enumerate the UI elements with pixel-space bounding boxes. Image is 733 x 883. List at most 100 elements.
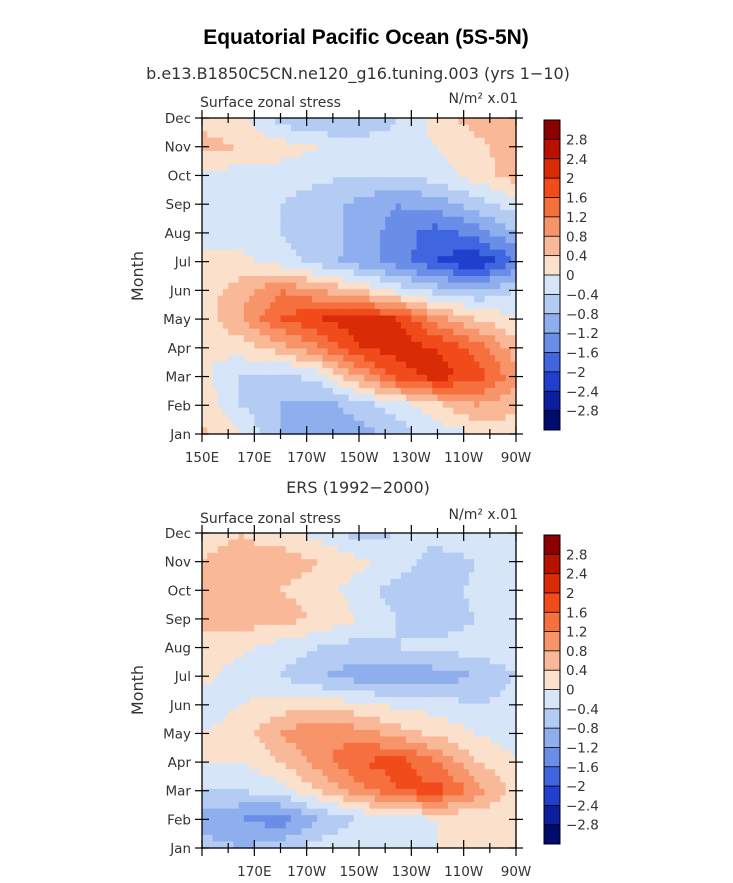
heatmap-cell bbox=[233, 164, 240, 172]
heatmap-cell bbox=[364, 177, 371, 185]
heatmap-cell bbox=[421, 131, 428, 139]
heatmap-cell bbox=[348, 631, 355, 639]
heatmap-cell bbox=[495, 631, 501, 639]
heatmap-cell bbox=[369, 539, 376, 547]
heatmap-cell bbox=[233, 598, 240, 606]
heatmap-cell bbox=[254, 131, 261, 139]
heatmap-cell bbox=[254, 749, 261, 757]
heatmap-cell bbox=[306, 407, 313, 415]
heatmap-cell bbox=[317, 216, 323, 224]
heatmap-cell bbox=[374, 348, 381, 356]
heatmap-cell bbox=[259, 381, 266, 389]
heatmap-cell bbox=[359, 361, 365, 369]
heatmap-cell bbox=[416, 605, 423, 613]
heatmap-cell bbox=[437, 683, 444, 692]
heatmap-cell bbox=[505, 743, 512, 751]
heatmap-cell bbox=[280, 335, 287, 343]
heatmap-cell bbox=[249, 308, 255, 317]
heatmap-cell bbox=[421, 624, 428, 633]
heatmap-cell bbox=[280, 164, 287, 172]
heatmap-cell bbox=[359, 624, 365, 633]
heatmap-cell bbox=[359, 657, 365, 665]
heatmap-cell bbox=[500, 144, 507, 152]
heatmap-cell bbox=[217, 381, 224, 389]
heatmap-cell bbox=[338, 341, 344, 350]
heatmap-cell bbox=[212, 539, 219, 547]
heatmap-cell bbox=[275, 407, 282, 415]
heatmap-cell bbox=[270, 743, 276, 751]
heatmap-cell bbox=[400, 572, 407, 580]
heatmap-cell bbox=[374, 578, 381, 587]
heatmap-cell bbox=[332, 328, 339, 336]
heatmap-cell bbox=[489, 736, 496, 744]
heatmap-cell bbox=[463, 644, 470, 652]
heatmap-cell bbox=[243, 605, 250, 613]
heatmap-cell bbox=[447, 565, 454, 573]
heatmap-cell bbox=[332, 552, 339, 560]
heatmap-cell bbox=[353, 335, 360, 343]
heatmap-cell bbox=[233, 269, 240, 277]
heatmap-cell bbox=[442, 427, 449, 435]
heatmap-cell bbox=[275, 203, 282, 211]
heatmap-cell bbox=[348, 249, 355, 257]
heatmap-cell bbox=[290, 638, 297, 646]
heatmap-cell bbox=[406, 749, 412, 757]
heatmap-cell bbox=[212, 611, 219, 619]
heatmap-cell bbox=[390, 269, 397, 277]
heatmap-cell bbox=[306, 308, 313, 317]
heatmap-cell bbox=[500, 341, 507, 350]
heatmap-cell bbox=[395, 137, 402, 145]
heatmap-cell bbox=[243, 414, 250, 422]
heatmap-cell bbox=[453, 177, 460, 185]
heatmap-cell bbox=[249, 243, 255, 251]
heatmap-cell bbox=[395, 203, 402, 211]
heatmap-cell bbox=[406, 533, 412, 541]
heatmap-cell bbox=[217, 361, 224, 369]
heatmap-cell bbox=[217, 341, 224, 350]
heatmap-cell bbox=[243, 703, 250, 711]
heatmap-cell bbox=[364, 190, 371, 198]
heatmap-cell bbox=[406, 624, 412, 633]
heatmap-cell bbox=[280, 269, 287, 277]
heatmap-cell bbox=[479, 118, 486, 126]
heatmap-cell bbox=[207, 657, 214, 665]
heatmap-cell bbox=[296, 118, 303, 126]
heatmap-cell bbox=[296, 302, 303, 310]
heatmap-cell bbox=[510, 585, 517, 593]
heatmap-cell bbox=[463, 328, 470, 336]
heatmap-cell bbox=[359, 118, 365, 126]
heatmap-cell bbox=[510, 638, 517, 646]
heatmap-cell bbox=[500, 420, 507, 429]
heatmap-cell bbox=[353, 572, 360, 580]
heatmap-cell bbox=[353, 328, 360, 336]
heatmap-cell bbox=[416, 348, 423, 356]
heatmap-cell bbox=[447, 262, 454, 271]
heatmap-cell bbox=[421, 183, 428, 192]
heatmap-cell bbox=[290, 651, 297, 659]
heatmap-cell bbox=[212, 210, 219, 218]
heatmap-cell bbox=[249, 150, 255, 159]
heatmap-cell bbox=[322, 677, 329, 685]
heatmap-cell bbox=[249, 197, 255, 205]
heatmap-cell bbox=[275, 157, 282, 165]
heatmap-cell bbox=[280, 427, 287, 435]
heatmap-cell bbox=[447, 315, 454, 323]
heatmap-cell bbox=[217, 729, 224, 738]
heatmap-cell bbox=[395, 572, 402, 580]
heatmap-cell bbox=[468, 341, 475, 350]
heatmap-cell bbox=[505, 631, 512, 639]
heatmap-cell bbox=[238, 322, 245, 330]
heatmap-cell bbox=[500, 216, 507, 224]
heatmap-cell bbox=[311, 322, 318, 330]
heatmap-cell bbox=[212, 289, 219, 297]
heatmap-cell bbox=[249, 638, 255, 646]
heatmap-cell bbox=[406, 374, 412, 382]
heatmap-cell bbox=[468, 651, 475, 659]
heatmap-cell bbox=[359, 723, 365, 731]
heatmap-cell bbox=[317, 427, 323, 435]
heatmap-cell bbox=[489, 256, 496, 264]
heatmap-cell bbox=[369, 262, 376, 271]
heatmap-cell bbox=[416, 559, 423, 567]
heatmap-cell bbox=[385, 269, 391, 277]
heatmap-cell bbox=[495, 203, 501, 211]
